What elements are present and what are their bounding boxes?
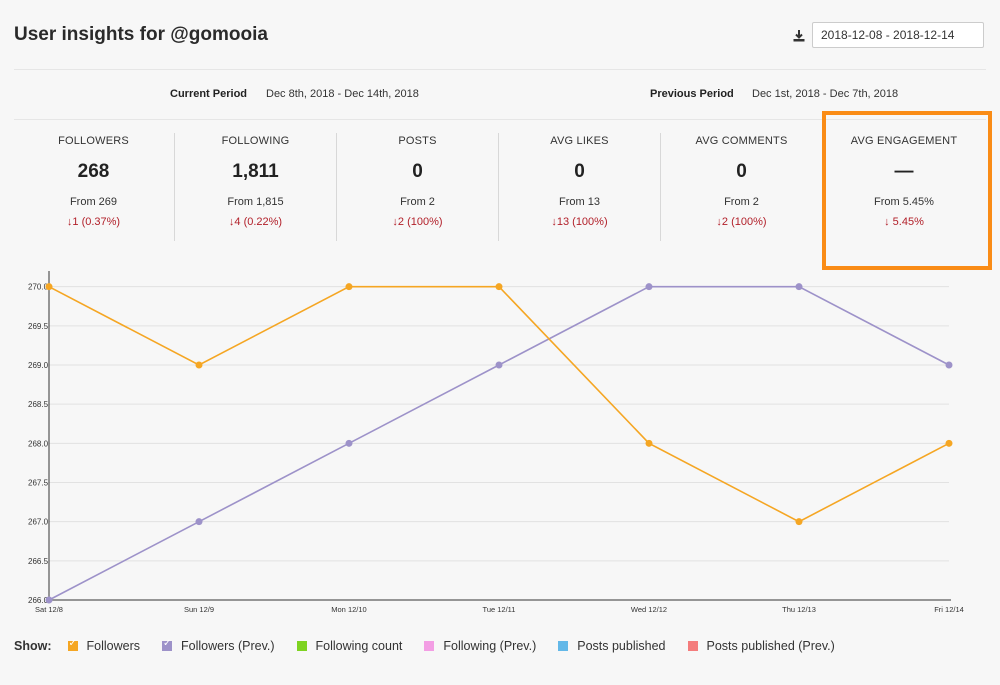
stat-value: 0 bbox=[412, 161, 423, 182]
data-point bbox=[645, 283, 653, 291]
legend-item[interactable]: Following (Prev.) bbox=[424, 639, 536, 653]
legend-item[interactable]: ✓ Followers bbox=[67, 638, 141, 653]
data-point bbox=[495, 361, 503, 369]
current-period-label: Current Period bbox=[170, 88, 248, 100]
download-icon[interactable] bbox=[792, 29, 806, 43]
legend-item[interactable]: Posts published (Prev.) bbox=[687, 639, 835, 653]
legend-label: Following (Prev.) bbox=[443, 639, 537, 653]
y-tick-label: 266.0 bbox=[28, 596, 49, 605]
stat-from: From 2 bbox=[400, 196, 435, 208]
checked-checkbox-icon[interactable]: ✓ bbox=[67, 638, 78, 651]
stat-from: From 13 bbox=[559, 196, 600, 208]
data-point bbox=[345, 439, 353, 447]
stat-from: From 2 bbox=[724, 196, 759, 208]
checkbox-icon[interactable] bbox=[687, 641, 698, 651]
data-point bbox=[345, 283, 353, 291]
stat-change: ↓2 (100%) bbox=[716, 216, 767, 228]
data-point bbox=[495, 283, 503, 291]
legend-label: Followers bbox=[86, 639, 141, 653]
current-period-value: Dec 8th, 2018 - Dec 14th, 2018 bbox=[266, 88, 419, 100]
x-tick-label: Wed 12/12 bbox=[631, 605, 667, 614]
y-tick-label: 270.0 bbox=[28, 283, 49, 292]
x-tick-label: Thu 12/13 bbox=[782, 605, 816, 614]
divider bbox=[14, 119, 986, 120]
stat-value: 1,811 bbox=[232, 161, 279, 182]
previous-period-value: Dec 1st, 2018 - Dec 7th, 2018 bbox=[752, 88, 899, 100]
stat-label: AVG ENGAGEMENT bbox=[850, 135, 958, 147]
y-tick-label: 266.5 bbox=[28, 557, 49, 566]
data-point bbox=[945, 439, 953, 447]
x-tick-label: Mon 12/10 bbox=[331, 605, 366, 614]
data-point bbox=[195, 518, 203, 526]
page-title: User insights for @gomooia bbox=[14, 24, 268, 45]
stat-label: FOLLOWING bbox=[221, 135, 290, 147]
legend-title: Show: bbox=[14, 639, 52, 653]
legend-item[interactable]: Following count bbox=[296, 639, 403, 653]
y-tick-label: 268.5 bbox=[28, 400, 49, 409]
data-point bbox=[45, 283, 53, 291]
legend-label: Following count bbox=[315, 639, 403, 653]
data-point bbox=[45, 596, 53, 604]
x-tick-label: Sun 12/9 bbox=[184, 605, 214, 614]
data-point bbox=[795, 518, 803, 526]
followers-line-chart: 266.0 266.5 267.0 267.5 268.0 268.5 269.0 269.5… bbox=[28, 271, 964, 614]
y-tick-label: 269.5 bbox=[28, 322, 49, 331]
stat-label: AVG COMMENTS bbox=[695, 135, 788, 147]
y-tick-label: 267.5 bbox=[28, 479, 49, 488]
stat-followers: FOLLOWERS 268 From 269 ↓1 (0.37%) bbox=[13, 133, 175, 241]
y-tick-label: 267.0 bbox=[28, 518, 49, 527]
data-point bbox=[645, 439, 653, 447]
stat-from: From 1,815 bbox=[227, 196, 284, 208]
stat-avg-likes: AVG LIKES 0 From 13 ↓13 (100%) bbox=[499, 133, 661, 241]
data-point bbox=[945, 361, 953, 369]
checkbox-icon[interactable] bbox=[296, 641, 307, 651]
highlight-box bbox=[822, 111, 992, 270]
stat-label: AVG LIKES bbox=[550, 135, 609, 147]
stat-value: 0 bbox=[736, 161, 747, 182]
legend-label: Posts published bbox=[577, 639, 666, 653]
stat-from: From 5.45% bbox=[874, 196, 934, 208]
stat-change: ↓13 (100%) bbox=[551, 216, 608, 228]
x-tick-label: Sat 12/8 bbox=[35, 605, 63, 614]
previous-period-label: Previous Period bbox=[650, 88, 734, 100]
divider bbox=[14, 69, 986, 70]
series-legend: Show: ✓ Followers ✓ Followers (Prev.) Follow… bbox=[14, 638, 857, 654]
legend-label: Posts published (Prev.) bbox=[706, 639, 835, 653]
stat-value: — bbox=[894, 161, 914, 182]
legend-label: Followers (Prev.) bbox=[181, 639, 275, 653]
stat-following: FOLLOWING 1,811 From 1,815 ↓4 (0.22%) bbox=[175, 133, 337, 241]
stat-avg-engagement: AVG ENGAGEMENT — From 5.45% ↓ 5.45% bbox=[823, 133, 985, 241]
stat-change: ↓1 (0.37%) bbox=[66, 216, 121, 228]
stat-from: From 269 bbox=[69, 196, 118, 208]
checkbox-icon[interactable] bbox=[558, 641, 569, 651]
y-tick-label: 268.0 bbox=[28, 439, 49, 448]
data-point bbox=[795, 283, 803, 291]
legend-item[interactable]: Posts published bbox=[558, 639, 666, 653]
stat-change: ↓2 (100%) bbox=[392, 216, 443, 228]
stat-change: ↓ 5.45% bbox=[884, 216, 924, 228]
legend-item[interactable]: ✓ Followers (Prev.) bbox=[162, 638, 275, 653]
stat-value: 268 bbox=[77, 161, 110, 182]
y-tick-label: 269.0 bbox=[28, 361, 49, 370]
stat-label: FOLLOWERS bbox=[58, 135, 129, 147]
stat-label: POSTS bbox=[398, 135, 437, 147]
stat-value: 0 bbox=[574, 161, 585, 182]
stat-avg-comments: AVG COMMENTS 0 From 2 ↓2 (100%) bbox=[661, 133, 823, 241]
stat-posts: POSTS 0 From 2 ↓2 (100%) bbox=[337, 133, 499, 241]
date-range-input[interactable]: 2018-12-08 - 2018-12-14 bbox=[812, 22, 984, 48]
checked-checkbox-icon[interactable]: ✓ bbox=[162, 638, 172, 651]
page-header: User insights for @gomooia 2018-12-08 - … bbox=[0, 0, 1000, 70]
stat-change: ↓4 (0.22%) bbox=[228, 216, 283, 228]
checkbox-icon[interactable] bbox=[424, 641, 435, 651]
data-point bbox=[195, 361, 203, 369]
x-tick-label: Fri 12/14 bbox=[934, 605, 964, 614]
x-tick-label: Tue 12/11 bbox=[483, 605, 516, 614]
